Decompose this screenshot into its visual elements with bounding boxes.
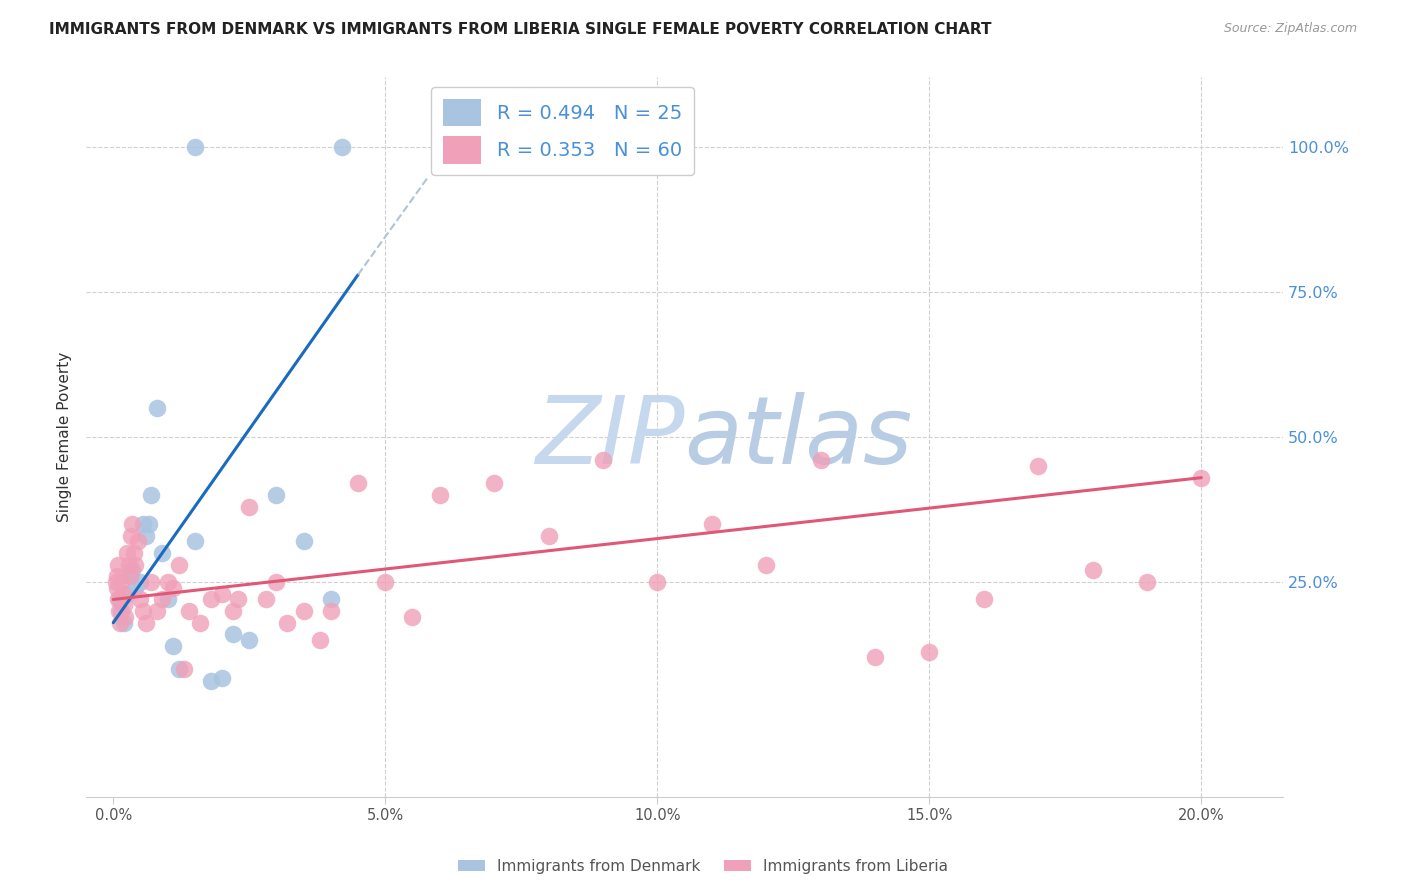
Point bbox=[238, 500, 260, 514]
Point bbox=[211, 671, 233, 685]
Point bbox=[129, 575, 152, 590]
Point bbox=[124, 558, 146, 572]
Text: IMMIGRANTS FROM DENMARK VS IMMIGRANTS FROM LIBERIA SINGLE FEMALE POVERTY CORRELA: IMMIGRANTS FROM DENMARK VS IMMIGRANTS FR… bbox=[49, 22, 991, 37]
Point bbox=[146, 401, 169, 415]
Point bbox=[156, 592, 179, 607]
Point bbox=[127, 534, 149, 549]
Point bbox=[1136, 575, 1159, 590]
Point bbox=[141, 488, 163, 502]
Point bbox=[973, 592, 995, 607]
Point bbox=[115, 546, 138, 560]
Point bbox=[482, 476, 505, 491]
Point bbox=[319, 604, 342, 618]
Point bbox=[107, 558, 129, 572]
Point bbox=[647, 575, 669, 590]
Point bbox=[254, 592, 277, 607]
Point bbox=[121, 517, 143, 532]
Point bbox=[167, 558, 190, 572]
Point bbox=[118, 569, 141, 583]
Point bbox=[700, 517, 723, 532]
Point bbox=[117, 558, 139, 572]
Point bbox=[429, 488, 451, 502]
Point bbox=[755, 558, 778, 572]
Point bbox=[162, 639, 184, 653]
Point bbox=[112, 615, 135, 630]
Point bbox=[292, 534, 315, 549]
Point bbox=[179, 604, 201, 618]
Point bbox=[330, 140, 353, 154]
Point bbox=[135, 529, 157, 543]
Point bbox=[124, 581, 146, 595]
Legend: R = 0.494   N = 25, R = 0.353   N = 60: R = 0.494 N = 25, R = 0.353 N = 60 bbox=[430, 87, 695, 175]
Point bbox=[238, 633, 260, 648]
Point bbox=[228, 592, 250, 607]
Point bbox=[184, 140, 207, 154]
Point bbox=[107, 592, 129, 607]
Point bbox=[184, 534, 207, 549]
Point bbox=[118, 569, 141, 583]
Point bbox=[150, 592, 173, 607]
Point bbox=[162, 581, 184, 595]
Point bbox=[222, 604, 245, 618]
Point bbox=[107, 592, 129, 607]
Point bbox=[200, 592, 222, 607]
Point bbox=[107, 604, 129, 618]
Point bbox=[132, 517, 155, 532]
Point bbox=[319, 592, 342, 607]
Point bbox=[122, 546, 145, 560]
Point bbox=[188, 615, 211, 630]
Point bbox=[918, 645, 941, 659]
Point bbox=[105, 569, 128, 583]
Point bbox=[266, 575, 288, 590]
Point bbox=[211, 587, 233, 601]
Point bbox=[138, 517, 160, 532]
Point bbox=[1026, 458, 1049, 473]
Point bbox=[156, 575, 179, 590]
Point bbox=[110, 604, 132, 618]
Point bbox=[110, 575, 132, 590]
Text: atlas: atlas bbox=[685, 392, 912, 483]
Point bbox=[592, 453, 614, 467]
Point bbox=[222, 627, 245, 641]
Text: ZIP: ZIP bbox=[534, 392, 685, 483]
Point bbox=[132, 604, 155, 618]
Point bbox=[863, 650, 886, 665]
Point bbox=[374, 575, 396, 590]
Point bbox=[810, 453, 832, 467]
Point bbox=[537, 529, 560, 543]
Point bbox=[266, 488, 288, 502]
Point bbox=[115, 587, 138, 601]
Point bbox=[121, 564, 143, 578]
Point bbox=[401, 610, 423, 624]
Point bbox=[1189, 470, 1212, 484]
Point bbox=[146, 604, 169, 618]
Point bbox=[1081, 564, 1104, 578]
Point bbox=[347, 476, 370, 491]
Point bbox=[135, 615, 157, 630]
Point bbox=[108, 615, 131, 630]
Text: Source: ZipAtlas.com: Source: ZipAtlas.com bbox=[1223, 22, 1357, 36]
Point bbox=[200, 673, 222, 688]
Point bbox=[167, 662, 190, 676]
Point bbox=[112, 599, 135, 613]
Point bbox=[309, 633, 332, 648]
Point bbox=[104, 575, 127, 590]
Point bbox=[129, 592, 152, 607]
Point bbox=[276, 615, 298, 630]
Point bbox=[112, 587, 135, 601]
Point bbox=[114, 610, 136, 624]
Point bbox=[150, 546, 173, 560]
Point bbox=[292, 604, 315, 618]
Legend: Immigrants from Denmark, Immigrants from Liberia: Immigrants from Denmark, Immigrants from… bbox=[451, 853, 955, 880]
Point bbox=[141, 575, 163, 590]
Point bbox=[105, 581, 128, 595]
Point bbox=[120, 529, 142, 543]
Y-axis label: Single Female Poverty: Single Female Poverty bbox=[58, 352, 72, 522]
Point bbox=[173, 662, 195, 676]
